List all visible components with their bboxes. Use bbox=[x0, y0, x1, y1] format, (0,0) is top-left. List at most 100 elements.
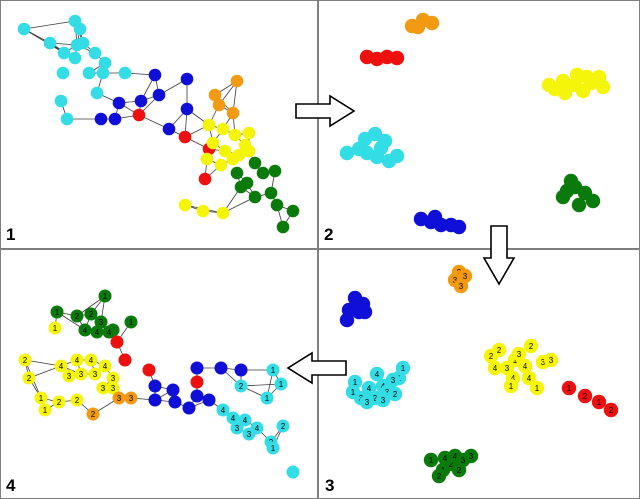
panel-3-graph: 2333111144433233322221433444331112121122… bbox=[339, 264, 619, 484]
yellow-node bbox=[218, 144, 232, 158]
yellow-node: 3 bbox=[62, 369, 76, 383]
node-label: 3 bbox=[453, 276, 458, 285]
green-node bbox=[230, 166, 244, 180]
blue-node bbox=[152, 88, 166, 102]
blue-node bbox=[190, 361, 204, 375]
yellow-node: 1 bbox=[48, 321, 62, 335]
cyan-node: 2 bbox=[234, 379, 248, 393]
green-node bbox=[270, 198, 284, 212]
red-node bbox=[132, 108, 146, 122]
blue-node bbox=[180, 72, 194, 86]
green-node bbox=[234, 180, 248, 194]
yellow-node bbox=[242, 144, 256, 158]
green-node bbox=[268, 164, 282, 178]
yellow-node: 4 bbox=[517, 358, 533, 374]
blue-node bbox=[162, 122, 176, 136]
green-node bbox=[248, 156, 262, 170]
blue-node bbox=[148, 68, 162, 82]
blue-node bbox=[202, 393, 216, 407]
cyan-node bbox=[90, 86, 104, 100]
yellow-node: 3 bbox=[74, 367, 88, 381]
yellow-node: 4 bbox=[521, 370, 537, 386]
node-label: 1 bbox=[509, 382, 514, 391]
green-node: 1 bbox=[98, 289, 112, 303]
node-label: 2 bbox=[489, 352, 494, 361]
blue-node bbox=[180, 102, 194, 116]
green-node: 3 bbox=[94, 315, 108, 329]
yellow-node: 2 bbox=[523, 338, 539, 354]
cyan-node: 1 bbox=[260, 391, 274, 405]
node-label: 1 bbox=[567, 384, 572, 393]
yellow-node bbox=[242, 126, 256, 140]
node-label: 4 bbox=[89, 356, 94, 365]
green-node: 2 bbox=[84, 307, 98, 321]
red-node bbox=[178, 130, 192, 144]
blue-node bbox=[134, 94, 148, 108]
blue-node bbox=[214, 361, 228, 375]
node-label: 4 bbox=[511, 374, 516, 383]
node-label: 2 bbox=[57, 398, 62, 407]
cyan-node bbox=[118, 66, 132, 80]
node-label: 3 bbox=[505, 364, 510, 373]
node-label: 1 bbox=[265, 394, 270, 403]
yellow-node: 3 bbox=[106, 371, 120, 385]
node-label: 1 bbox=[271, 444, 276, 453]
node-label: 4 bbox=[527, 374, 532, 383]
yellow-node: 2 bbox=[70, 393, 84, 407]
yellow-node bbox=[541, 77, 557, 93]
node-label: 4 bbox=[523, 362, 528, 371]
node-label: 1 bbox=[429, 456, 434, 465]
orange-node bbox=[410, 19, 426, 35]
node-label: 2 bbox=[75, 312, 80, 321]
red-node bbox=[198, 172, 212, 186]
node-label: 1 bbox=[129, 318, 134, 327]
node-label: 1 bbox=[353, 378, 358, 387]
red-node: 1 bbox=[591, 394, 607, 410]
yellow-node: 1 bbox=[503, 378, 519, 394]
node-label: 4 bbox=[95, 328, 100, 337]
node-label: 3 bbox=[463, 272, 468, 281]
node-label: 2 bbox=[449, 460, 454, 469]
cyan-node: 3 bbox=[230, 421, 244, 435]
cyan-node bbox=[373, 140, 389, 156]
cyan-node bbox=[73, 22, 87, 36]
orange-node bbox=[212, 98, 226, 112]
green-node bbox=[571, 197, 587, 213]
yellow-node: 2 bbox=[483, 348, 499, 364]
node-label: 3 bbox=[461, 456, 466, 465]
green-node: 4 bbox=[78, 323, 92, 337]
cyan-node: 1 bbox=[266, 363, 280, 377]
yellow-node: 4 bbox=[98, 359, 112, 373]
red-node: 1 bbox=[561, 380, 577, 396]
blue-node bbox=[108, 112, 122, 126]
node-label: 2 bbox=[27, 374, 32, 383]
node-label: 4 bbox=[367, 384, 372, 393]
node-label: 1 bbox=[271, 366, 276, 375]
yellow-node bbox=[557, 85, 573, 101]
node-label: 3 bbox=[469, 452, 474, 461]
cyan-node: 3 bbox=[242, 427, 256, 441]
panel-3-labeled-groups: 2333111144433233322221433444331112121122… bbox=[318, 249, 640, 499]
node-label: 2 bbox=[23, 356, 28, 365]
node-label: 3 bbox=[517, 350, 522, 359]
yellow-node: 3 bbox=[106, 381, 120, 395]
orange-node: 3 bbox=[453, 278, 469, 294]
panel-2-clustered-groups: 2 bbox=[318, 0, 640, 249]
yellow-node bbox=[178, 198, 192, 212]
green-node: 2 bbox=[70, 309, 84, 323]
yellow-node: 3 bbox=[88, 367, 102, 381]
cyan-node bbox=[60, 112, 74, 126]
green-node: 2 bbox=[431, 468, 447, 484]
node-label: 3 bbox=[459, 282, 464, 291]
blue-node bbox=[168, 395, 182, 409]
node-label: 4 bbox=[83, 326, 88, 335]
node-label: 3 bbox=[365, 398, 370, 407]
blue-node bbox=[427, 209, 443, 225]
node-label: 3 bbox=[67, 372, 72, 381]
yellow-node: 1 bbox=[34, 391, 48, 405]
node-label: 4 bbox=[221, 406, 226, 415]
cyan-node: 1 bbox=[266, 441, 280, 455]
node-label: 1 bbox=[401, 364, 406, 373]
blue-node bbox=[112, 96, 126, 110]
red-node: 2 bbox=[577, 388, 593, 404]
